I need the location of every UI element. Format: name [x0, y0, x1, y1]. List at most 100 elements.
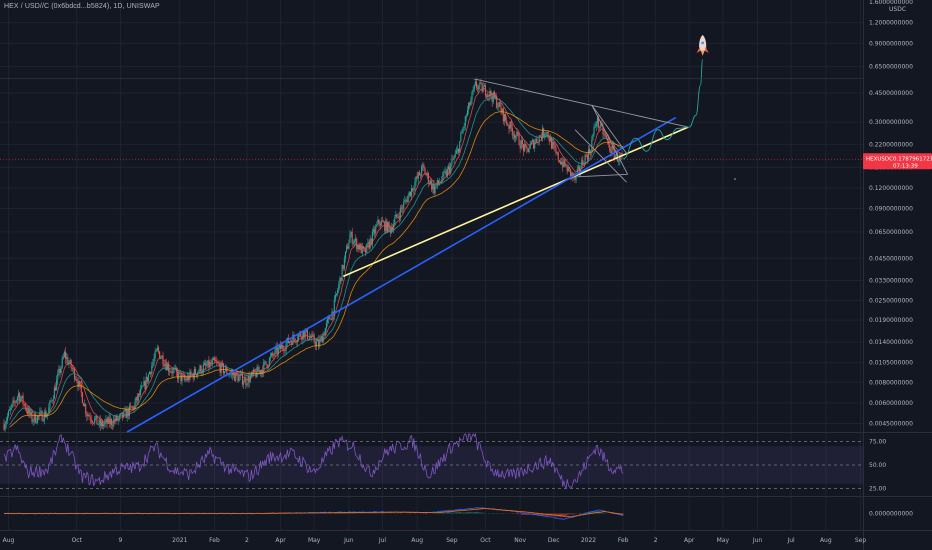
candle: [545, 131, 547, 138]
candle: [396, 214, 398, 219]
candle: [118, 413, 120, 422]
candle: [512, 130, 514, 141]
candle: [340, 277, 342, 285]
candle: [557, 150, 559, 163]
candle: [237, 370, 239, 383]
candle: [161, 354, 163, 358]
time-tick-label: 2: [245, 537, 249, 544]
candle: [556, 151, 558, 155]
candle: [561, 157, 563, 166]
candle: [79, 380, 81, 389]
candle: [21, 395, 23, 400]
candle: [383, 219, 385, 223]
candle: [162, 351, 164, 370]
moving-average-line: [9, 97, 624, 425]
candle: [406, 196, 408, 204]
trendline: [591, 104, 629, 175]
candle: [539, 134, 541, 137]
time-tick-label: Aug: [3, 537, 15, 544]
candle: [295, 340, 297, 346]
candle: [318, 335, 320, 350]
candle: [277, 344, 279, 358]
candle: [219, 360, 221, 377]
candle: [348, 239, 350, 250]
candle: [482, 82, 484, 92]
candle: [48, 403, 50, 414]
candle: [84, 399, 86, 408]
candle: [24, 402, 26, 412]
candle: [592, 133, 594, 141]
candle: [351, 227, 353, 247]
candle: [395, 210, 397, 219]
time-axis[interactable]: Aug Oct 9 2021 Feb 2 Apr May Jun Jul Aug Sep Oct Nov D…: [3, 537, 867, 544]
candle: [432, 183, 434, 194]
candle: [343, 255, 345, 271]
candle: [518, 132, 520, 146]
candle: [427, 172, 429, 188]
time-tick-label: 2021: [172, 537, 187, 544]
candle: [472, 86, 474, 96]
candle: [5, 417, 7, 429]
candle: [252, 370, 254, 376]
price-tick-label: 0.4500000000: [869, 90, 913, 97]
candle: [514, 131, 516, 143]
candle: [508, 124, 510, 134]
candle: [458, 148, 460, 156]
candle: [128, 402, 130, 419]
candle: [4, 421, 6, 433]
candle: [338, 280, 340, 293]
candle: [384, 220, 386, 234]
trendline: [342, 126, 689, 278]
candle: [16, 395, 18, 406]
candle: [93, 422, 95, 425]
candle: [91, 420, 94, 426]
candle: [430, 178, 432, 186]
candle: [99, 415, 101, 431]
candle: [222, 362, 225, 376]
candle: [283, 345, 285, 356]
candle: [147, 373, 149, 384]
candle: [163, 361, 165, 368]
candle: [442, 171, 444, 182]
time-tick-label: 2: [654, 537, 658, 544]
candle: [599, 126, 601, 132]
candle: [87, 411, 89, 421]
candle: [552, 138, 554, 150]
candle: [415, 175, 417, 186]
candle: [562, 157, 564, 172]
candle: [519, 140, 521, 153]
candle: [589, 145, 591, 156]
candle: [179, 372, 181, 375]
axis-unit-label: USDC: [889, 6, 906, 13]
candle: [138, 389, 141, 398]
candle: [491, 93, 493, 108]
candle: [538, 134, 540, 146]
candle: [483, 82, 485, 88]
candle: [403, 198, 405, 213]
candle: [500, 103, 502, 116]
price-tick-label: 1.6000000000: [869, 0, 913, 6]
candle: [381, 216, 383, 222]
candle: [394, 214, 396, 226]
candle: [142, 385, 144, 387]
candle: [53, 384, 55, 400]
candle: [522, 143, 525, 157]
candle: [75, 375, 77, 381]
marker-dot: [734, 178, 736, 180]
candle: [152, 358, 154, 368]
price-tag-value: 0.1787961721: [893, 156, 932, 162]
candle: [484, 83, 486, 99]
candle: [245, 374, 247, 389]
candle: [363, 247, 366, 252]
candle: [22, 392, 24, 409]
candle: [32, 418, 34, 426]
candle: [468, 102, 470, 115]
candle: [450, 162, 452, 175]
candle: [526, 144, 528, 154]
candle: [344, 251, 347, 263]
price-tag-countdown: 07:13:39: [893, 163, 918, 169]
candle: [52, 395, 54, 405]
candle: [423, 162, 425, 171]
